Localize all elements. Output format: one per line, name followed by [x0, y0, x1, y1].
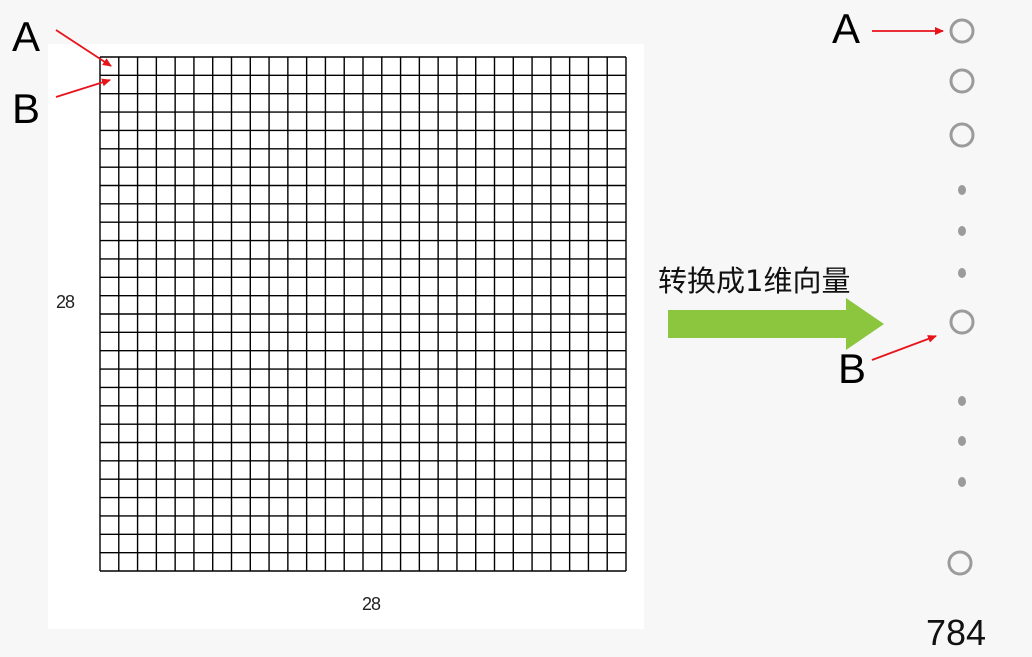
- transform-caption: 转换成1维向量: [658, 264, 851, 298]
- pointer-arrow-grid-b: [55, 78, 111, 98]
- vector-node-2: [949, 68, 975, 94]
- vector-label-b: B: [838, 345, 867, 392]
- transform-arrow: [668, 298, 884, 350]
- vector-column: [947, 18, 975, 576]
- vector-node-3: [949, 122, 975, 148]
- pointer-arrow-vector-b: [871, 335, 937, 361]
- grid-panel: [48, 44, 644, 629]
- pixel-grid: [99, 56, 627, 572]
- vector-length-label: 784: [926, 612, 987, 653]
- vector-label-a: A: [832, 5, 861, 52]
- vector-node-last: [947, 550, 973, 576]
- grid-label-b: B: [12, 85, 41, 132]
- pointer-arrow-grid-a: [55, 29, 112, 67]
- ellipsis-dots: [958, 185, 966, 487]
- grid-height-label: 28: [56, 292, 75, 312]
- grid-width-label: 28: [362, 594, 381, 614]
- grid-label-a: A: [12, 13, 41, 60]
- vector-node-1: [949, 18, 975, 44]
- vector-node-b: [949, 309, 975, 335]
